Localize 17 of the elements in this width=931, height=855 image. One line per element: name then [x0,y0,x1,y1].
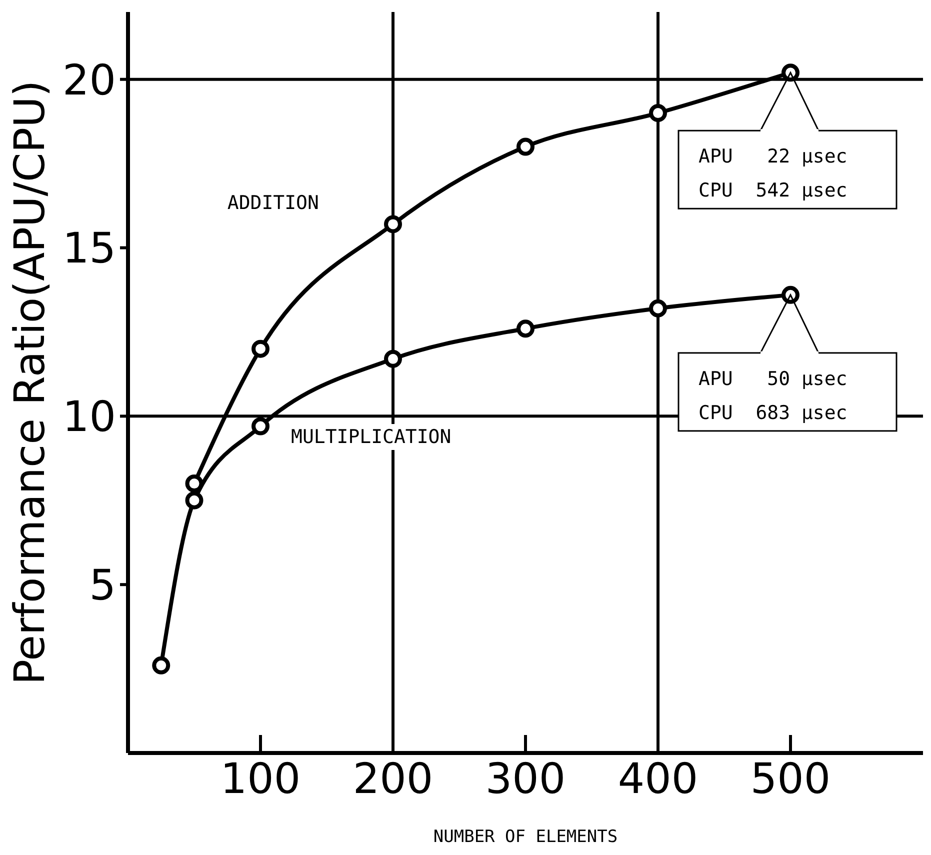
x-tick-label: 300 [485,754,566,803]
y-axis-title: Performance Ratio(APU/CPU) [5,80,54,685]
text: ADDITION [223,190,323,216]
x-tick-label: 100 [220,754,301,803]
y-tick-label: 15 [62,224,116,273]
annotation: APU 22 µsec [698,146,848,168]
series-label: MULTIPLICATION [287,424,456,450]
y-tick-label: 5 [89,560,116,610]
x-axis-title: NUMBER OF ELEMENTS [433,827,618,847]
annotation: APU 50 µsec [698,368,848,390]
y-tick-label: 20 [62,55,116,104]
annotation: CPU 542 µsec [698,180,848,202]
annotation: CPU 683 µsec [698,402,848,424]
x-tick-label: 400 [618,754,698,803]
y-tick-label: 10 [62,392,116,442]
x-tick-label: 500 [750,754,831,803]
x-tick-label: 200 [352,754,434,803]
